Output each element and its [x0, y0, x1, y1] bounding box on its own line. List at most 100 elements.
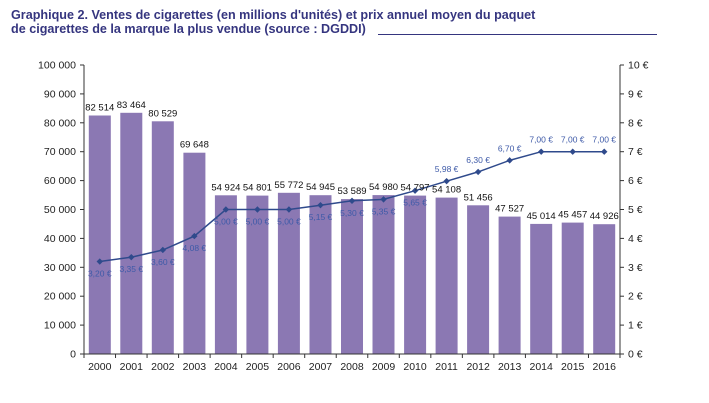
price-marker-2013	[506, 157, 513, 164]
price-value-label: 5,65 €	[403, 198, 427, 208]
x-tick-label: 2002	[151, 361, 175, 373]
price-marker-2008	[348, 197, 356, 205]
bar-2010	[404, 195, 427, 354]
bar-2008	[341, 199, 363, 354]
price-value-label: 5,35 €	[372, 206, 396, 216]
bar-value-label: 54 108	[432, 185, 461, 196]
y-left-tick-label: 100 000	[38, 60, 76, 72]
price-value-label: 5,30 €	[340, 208, 364, 218]
y-right-tick-label: 8 €	[628, 117, 643, 129]
bar-2011	[435, 197, 458, 354]
x-tick-label: 2003	[183, 361, 207, 373]
chart-title-line-1: Graphique 2. Ventes de cigarettes (en mi…	[11, 8, 536, 22]
bar-2002	[151, 121, 174, 354]
x-tick-label: 2011	[435, 361, 458, 373]
chart-title: Graphique 2. Ventes de cigarettes (en mi…	[11, 8, 701, 36]
price-marker-2015	[569, 148, 576, 155]
y-left-tick-label: 10 000	[44, 320, 76, 332]
bar-value-label: 53 589	[337, 186, 366, 197]
bar-2005	[246, 195, 269, 354]
y-right-tick-label: 1 €	[628, 320, 643, 332]
bar-2000	[88, 115, 111, 354]
bar-2009	[372, 195, 395, 354]
y-right-tick-label: 4 €	[628, 233, 643, 245]
price-value-label: 6,70 €	[498, 143, 522, 153]
price-marker-2016	[601, 148, 608, 155]
bar-2006	[277, 192, 300, 354]
bar-value-label: 45 457	[558, 210, 587, 221]
price-value-label: 5,15 €	[309, 212, 333, 222]
price-value-label: 5,98 €	[435, 164, 459, 174]
x-tick-label: 2012	[466, 361, 490, 373]
bar-value-label: 44 926	[590, 211, 619, 222]
x-tick-label: 2013	[498, 361, 522, 373]
bar-value-label: 47 527	[495, 204, 524, 215]
x-tick-label: 2008	[340, 361, 364, 373]
y-right-tick-label: 3 €	[628, 262, 643, 274]
price-marker-2004	[222, 206, 230, 213]
price-value-label: 3,35 €	[119, 264, 143, 274]
price-value-label: 5,00 €	[277, 217, 301, 227]
price-value-label: 7,00 €	[561, 135, 585, 145]
price-value-label: 5,00 €	[214, 217, 238, 227]
price-value-label: 7,00 €	[529, 135, 553, 145]
x-tick-label: 2006	[277, 361, 301, 373]
price-value-label: 7,00 €	[592, 135, 616, 145]
y-left-tick-label: 50 000	[44, 204, 76, 216]
y-right-tick-label: 9 €	[628, 88, 643, 100]
price-marker-2011	[443, 177, 450, 185]
price-marker-2000	[96, 258, 103, 265]
bar-2012	[467, 205, 490, 354]
y-left-tick-label: 0	[70, 349, 76, 361]
price-marker-2005	[254, 206, 261, 213]
price-marker-2001	[128, 253, 135, 261]
x-tick-label: 2001	[120, 361, 144, 373]
bar-value-label: 83 464	[117, 100, 146, 111]
bar-2015	[561, 222, 584, 354]
x-tick-label: 2015	[561, 361, 585, 373]
bar-value-label: 80 529	[148, 108, 177, 119]
price-marker-2010	[411, 187, 419, 194]
bar-value-label: 54 801	[243, 183, 272, 194]
y-left-tick-label: 70 000	[44, 146, 76, 158]
bar-value-label: 51 456	[464, 192, 493, 203]
y-right-tick-label: 0 €	[628, 349, 643, 361]
x-tick-label: 2016	[593, 361, 617, 373]
bar-value-label: 45 014	[527, 211, 556, 222]
title-underline	[378, 34, 657, 35]
y-right-tick-label: 6 €	[628, 175, 643, 187]
y-right-tick-label: 5 €	[628, 204, 643, 216]
y-right-tick-label: 7 €	[628, 146, 643, 158]
price-marker-2003	[191, 232, 198, 240]
bar-value-label: 55 772	[274, 180, 303, 191]
price-value-label: 6,30 €	[466, 155, 490, 165]
y-left-tick-label: 20 000	[44, 291, 76, 303]
x-tick-label: 2005	[246, 361, 270, 373]
price-value-label: 4,08 €	[183, 243, 207, 253]
y-left-tick-label: 90 000	[44, 88, 76, 100]
x-tick-label: 2007	[309, 361, 333, 373]
price-value-label: 3,60 €	[151, 257, 175, 267]
price-marker-2002	[159, 246, 167, 254]
y-right-tick-label: 2 €	[628, 291, 643, 303]
price-marker-2012	[474, 168, 482, 176]
x-tick-label: 2000	[88, 361, 112, 373]
bar-value-label: 54 924	[211, 182, 240, 193]
price-marker-2009	[380, 196, 387, 203]
price-marker-2006	[285, 206, 293, 213]
bar-2016	[593, 224, 616, 354]
bar-value-label: 54 797	[401, 183, 430, 194]
bar-2013	[498, 216, 521, 354]
price-value-label: 3,20 €	[88, 269, 112, 279]
bar-2014	[530, 223, 553, 354]
x-tick-label: 2009	[372, 361, 396, 373]
y-left-tick-label: 40 000	[44, 233, 76, 245]
bar-value-label: 54 945	[306, 182, 335, 193]
bar-value-label: 54 980	[369, 182, 398, 193]
x-tick-label: 2010	[403, 361, 427, 373]
price-marker-2007	[317, 201, 324, 209]
bar-2003	[183, 152, 206, 354]
y-right-tick-label: 10 €	[628, 60, 649, 72]
bar-value-label: 69 648	[180, 140, 209, 151]
bar-2007	[309, 195, 332, 354]
